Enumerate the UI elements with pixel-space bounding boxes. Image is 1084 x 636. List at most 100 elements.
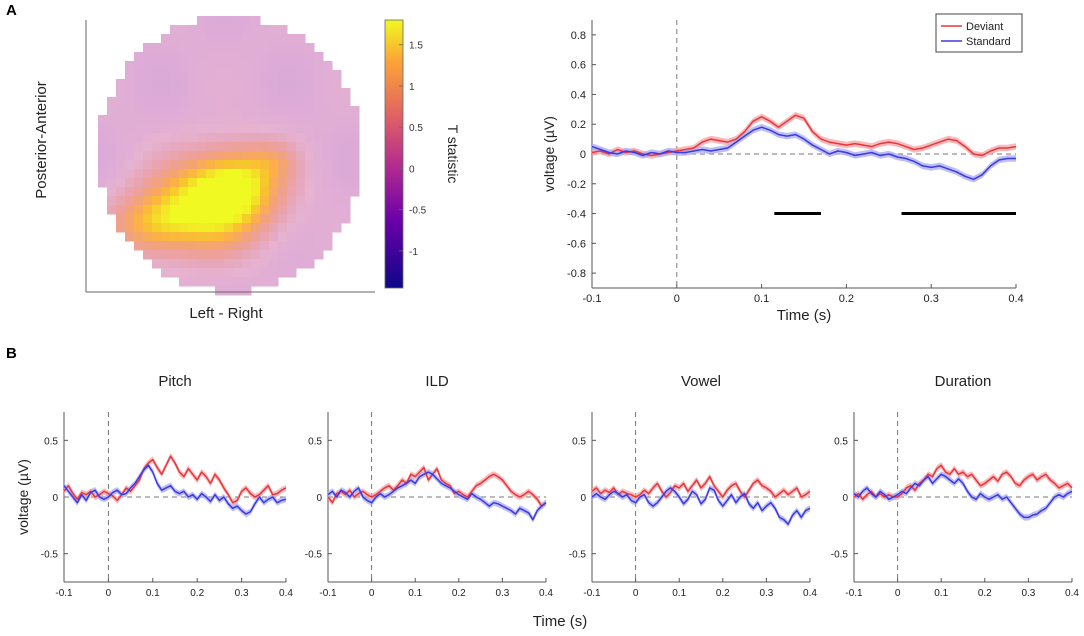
topomap-cell	[323, 205, 333, 215]
topomap-cell	[215, 196, 225, 206]
plot-y-tick-label: -0.5	[831, 550, 849, 561]
topomap-cell	[134, 97, 144, 107]
legend-box	[935, 13, 1023, 53]
topomap-cell	[143, 169, 153, 179]
topomap-cell	[170, 214, 180, 224]
topomap-cell	[143, 115, 153, 125]
topomap-cells	[98, 16, 360, 296]
topomap-cell	[179, 241, 189, 251]
topomap-cell	[161, 133, 171, 143]
topomap-cell	[305, 259, 315, 269]
topomap-cell	[143, 61, 153, 71]
topomap-cell	[143, 97, 153, 107]
topomap-cell	[152, 106, 162, 116]
topomap-cell	[161, 250, 171, 260]
colorbar-gradient	[384, 19, 404, 289]
topomap-cell	[269, 250, 279, 260]
topomap-cell	[242, 115, 252, 125]
topomap-cell	[170, 25, 180, 35]
topomap-cell	[242, 97, 252, 107]
topomap-cell	[260, 115, 270, 125]
topomap-cell	[107, 106, 117, 116]
plot-x-tick-label: 0.4	[803, 588, 817, 599]
topomap-cell	[224, 178, 234, 188]
topomap-cell	[296, 196, 306, 206]
topomap-cell	[179, 169, 189, 179]
topomap-cell	[143, 106, 153, 116]
topomap-cell	[143, 241, 153, 251]
topomap-cell	[224, 142, 234, 152]
topomap-cell	[269, 187, 279, 197]
topomap-cell	[152, 250, 162, 260]
topomap-cell	[143, 178, 153, 188]
topomap-cell	[260, 259, 270, 269]
topomap-cell	[296, 151, 306, 161]
topomap-cell	[197, 16, 207, 26]
topomap-cell	[287, 52, 297, 62]
topomap-cell	[152, 43, 162, 53]
colorbar-tick-label: -1	[409, 247, 418, 258]
plot-y-tick-label: 0.5	[572, 436, 586, 447]
topomap-cell	[287, 79, 297, 89]
topomap-cell	[332, 79, 342, 89]
topomap-cell	[98, 115, 108, 125]
topomap-cell	[197, 25, 207, 35]
topomap-cell	[188, 205, 198, 215]
topomap-cell	[206, 250, 216, 260]
topomap-cell	[134, 214, 144, 224]
topomap-cell	[314, 214, 324, 224]
topomap-cell	[170, 187, 180, 197]
topomap-cell	[233, 124, 243, 134]
line-plots: -0.1 0 0.1 0.2 0.3 0.4 0.8 0.6 0.4 0.2 0 -0.2 -0.4 -0…	[15, 13, 1079, 599]
series-band-deviant	[64, 453, 286, 506]
topomap-cell	[278, 34, 288, 44]
topomap-cell	[215, 205, 225, 215]
topomap-cell	[116, 223, 126, 233]
topomap-cell	[242, 52, 252, 62]
topomap-cell	[125, 115, 135, 125]
topomap-cell	[152, 214, 162, 224]
topomap-cell	[116, 124, 126, 134]
topomap-cell	[170, 160, 180, 170]
topomap-cell	[251, 115, 261, 125]
topomap-cell	[269, 88, 279, 98]
topomap-cell	[314, 70, 324, 80]
topomap-cell	[332, 115, 342, 125]
plot-x-tick-label: 0.2	[452, 588, 466, 599]
topomap-cell	[134, 88, 144, 98]
topomap-cell	[314, 142, 324, 152]
topomap-cell	[287, 97, 297, 107]
plot-x-tick-label: 0.4	[279, 588, 293, 599]
topomap-cell	[278, 268, 288, 278]
topomap-cell	[224, 61, 234, 71]
topomap-cell	[260, 196, 270, 206]
topomap-cell	[224, 43, 234, 53]
plot-x-tick-label: 0	[674, 293, 680, 305]
topomap-cell	[278, 88, 288, 98]
topomap-cell	[161, 232, 171, 242]
topomap-cell	[188, 34, 198, 44]
topomap-cell	[242, 88, 252, 98]
topomap-cell	[305, 142, 315, 152]
topomap-cell	[98, 160, 108, 170]
topomap-cell	[224, 88, 234, 98]
topomap-cell	[323, 169, 333, 179]
topomap-cell	[206, 61, 216, 71]
topomap-cell	[161, 160, 171, 170]
topomap-cell	[170, 223, 180, 233]
topomap-cell	[287, 196, 297, 206]
topomap-cell	[323, 97, 333, 107]
topomap-cell	[206, 34, 216, 44]
topomap-cell	[233, 196, 243, 206]
topomap-cell	[233, 250, 243, 260]
topomap-cell	[287, 61, 297, 71]
topomap-cell	[314, 241, 324, 251]
topomap-cell	[287, 160, 297, 170]
topomap-cell	[215, 259, 225, 269]
topomap-cell	[278, 106, 288, 116]
topomap-cell	[152, 97, 162, 107]
topomap-cell	[251, 133, 261, 143]
topomap-cell	[161, 79, 171, 89]
topomap-cell	[224, 34, 234, 44]
